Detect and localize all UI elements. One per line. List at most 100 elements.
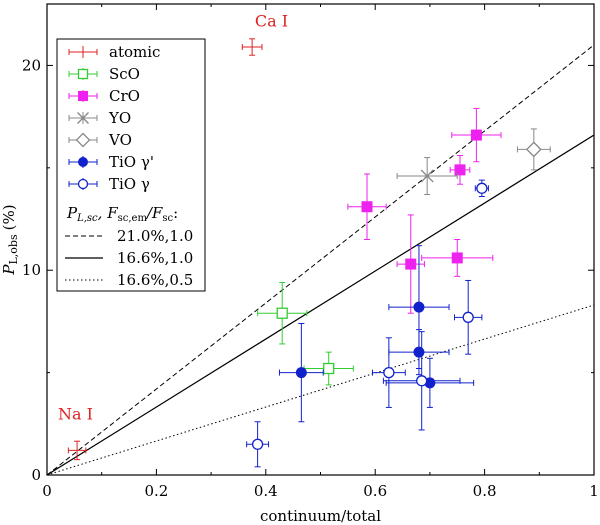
data-point	[371, 337, 406, 408]
marker-filled-square	[454, 164, 466, 176]
marker-cross	[420, 169, 434, 183]
marker-open-square	[276, 307, 288, 319]
legend: atomic ScO CrO YO VO TiO γ' TiO γ PL,sc, Fsc,em…	[56, 38, 206, 292]
marker-open-circle	[383, 366, 395, 379]
marker-filled-square	[470, 129, 482, 141]
data-point	[241, 38, 263, 56]
legend-label: atomic	[109, 43, 160, 61]
legend-entry: CrO	[68, 87, 140, 105]
marker-filled-circle	[413, 301, 425, 313]
model-line-1	[47, 44, 594, 475]
x-axis-title: continuum/total	[260, 507, 381, 525]
marker-filled-circle	[413, 346, 425, 358]
annotation-label: Na I	[58, 405, 93, 424]
series-4	[516, 128, 551, 171]
data-point	[474, 179, 489, 197]
x-tick-label: 0.6	[363, 482, 387, 500]
data-point	[347, 173, 387, 240]
data-point	[451, 107, 502, 163]
data-point	[421, 239, 494, 277]
y-tick-label: 20	[22, 56, 41, 74]
marker-open-diamond	[525, 141, 542, 158]
x-tick-label: 1	[589, 482, 599, 500]
legend-lines-title-part: sc,em	[118, 213, 148, 224]
data-point	[396, 214, 425, 314]
marker-open-circle	[476, 182, 488, 194]
marker-open-circle	[416, 375, 428, 387]
annotation-label: Ca I	[255, 12, 288, 31]
data-point	[388, 329, 450, 376]
y-tick-label: 0	[31, 466, 41, 484]
legend-lines-title-part: /F	[145, 204, 163, 222]
marker-open-circle	[462, 311, 474, 323]
legend-line-label: 21.0%,1.0	[117, 227, 193, 245]
legend-line-label: 16.6%,1.0	[117, 249, 193, 267]
x-tick-label: 0.8	[473, 482, 497, 500]
legend-lines-title-part: P	[66, 204, 78, 222]
data-point	[257, 282, 308, 345]
marker-filled-circle	[78, 157, 88, 167]
y-tick-label: 10	[22, 261, 41, 279]
legend-label: CrO	[109, 87, 140, 105]
model-line-2	[47, 134, 594, 475]
legend-line-entry: 16.6%,1.0	[65, 249, 193, 267]
legend-entry: YO	[68, 109, 131, 127]
data-point	[303, 351, 354, 386]
legend-entry: TiO γ	[68, 175, 150, 193]
legend-entry: VO	[68, 131, 132, 149]
legend-entry: TiO γ'	[68, 153, 154, 171]
marker-filled-square	[361, 201, 373, 213]
marker-open-circle	[251, 438, 264, 450]
marker-filled-square	[405, 258, 417, 270]
annotations-layer: Ca I Na I	[58, 12, 288, 424]
y-axis-title-main: P	[0, 264, 18, 276]
marker-open-circle	[77, 178, 89, 190]
legend-lines-title-part: sc	[162, 213, 173, 224]
data-point	[454, 279, 483, 355]
legend-lines-title: PL,sc, Fsc,em/Fsc:	[66, 204, 178, 224]
series-5	[278, 245, 475, 423]
chart-lines-layer	[47, 44, 594, 475]
legend-line-entry: 21.0%,1.0	[65, 227, 193, 245]
x-tick-label: 0.4	[254, 482, 278, 500]
marker-filled-square	[78, 91, 88, 101]
data-marks-layer	[67, 38, 551, 468]
data-point	[382, 331, 461, 431]
data-point	[396, 157, 458, 195]
data-point	[449, 155, 471, 185]
series-1	[257, 282, 354, 386]
marker-open-square	[77, 68, 89, 80]
x-tick-label: 0	[42, 482, 52, 500]
legend-line-label: 16.6%,0.5	[117, 271, 193, 289]
marker-open-diamond	[75, 132, 91, 148]
legend-label: TiO γ'	[109, 153, 154, 171]
marker-filled-square	[451, 252, 463, 264]
legend-label: ScO	[109, 65, 140, 83]
legend-items: atomic ScO CrO YO VO TiO γ' TiO γ PL,sc, Fsc,em…	[65, 43, 193, 289]
legend-entry: ScO	[68, 65, 140, 83]
legend-label: TiO γ	[109, 175, 150, 193]
series-3	[396, 157, 458, 195]
marker-cross	[77, 112, 89, 124]
data-point	[516, 128, 551, 171]
marker-filled-circle	[295, 367, 307, 379]
legend-line-entry: 16.6%,0.5	[65, 271, 193, 289]
series-0	[67, 38, 263, 461]
legend-lines-title-part: , F	[98, 204, 119, 222]
data-point	[246, 421, 270, 468]
y-axis-title: PL,obs (%)	[0, 204, 20, 275]
y-axis-title-unit: (%)	[0, 204, 18, 230]
y-axis-title-sub: L,obs	[7, 234, 20, 264]
legend-label: VO	[108, 131, 132, 149]
model-line-3	[47, 304, 594, 475]
marker-open-square	[323, 362, 335, 375]
x-tick-label: 0.2	[144, 482, 168, 500]
series-2	[347, 107, 502, 314]
legend-entry: atomic	[68, 43, 160, 61]
legend-label: YO	[108, 109, 131, 127]
series-6	[246, 179, 489, 468]
data-point	[278, 322, 324, 423]
legend-lines-title-part: L,sc	[76, 213, 98, 224]
